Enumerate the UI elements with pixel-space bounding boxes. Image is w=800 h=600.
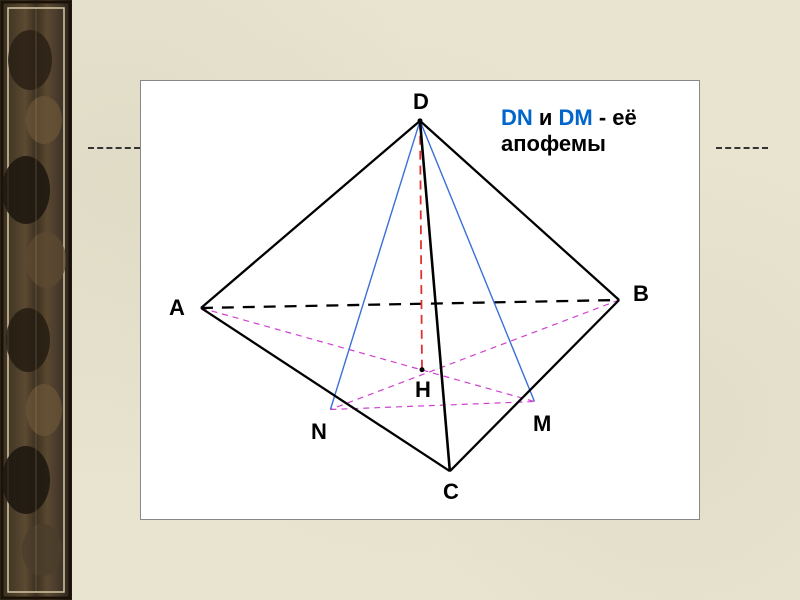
line-B-N — [330, 300, 619, 410]
line-A-M — [201, 308, 534, 402]
edge-D-C — [420, 121, 450, 471]
edge-A-B-dashed — [201, 300, 619, 308]
label-A: A — [169, 295, 185, 321]
label-N: N — [311, 419, 327, 445]
label-M: M — [533, 411, 551, 437]
caption-line2: апофемы — [501, 131, 606, 157]
label-H: H — [415, 377, 431, 403]
caption-and: и — [533, 105, 559, 130]
horizontal-dash-left — [88, 147, 140, 149]
caption-tail: - её — [593, 105, 637, 130]
label-B: B — [633, 281, 649, 307]
diagram-canvas: DN и DM - её апофемы D A B C N M H — [140, 80, 700, 520]
decorative-left-border — [0, 0, 72, 600]
border-pattern-svg — [0, 0, 72, 600]
pyramid-diagram-svg — [141, 81, 699, 519]
edge-A-C — [201, 308, 450, 471]
label-C: C — [443, 479, 459, 505]
vertex-D-point — [418, 118, 423, 123]
caption-line1: DN и DM - её — [501, 105, 637, 131]
label-D: D — [413, 89, 429, 115]
horizontal-dash-right — [716, 147, 768, 149]
vertex-H-point — [420, 367, 425, 372]
apothem-D-M — [420, 121, 534, 402]
edge-D-A — [201, 121, 420, 308]
line-N-M — [330, 402, 534, 410]
caption-DN: DN — [501, 105, 533, 130]
caption-DM: DM — [559, 105, 593, 130]
altitude-D-H — [420, 121, 422, 370]
edge-B-C — [450, 300, 619, 471]
